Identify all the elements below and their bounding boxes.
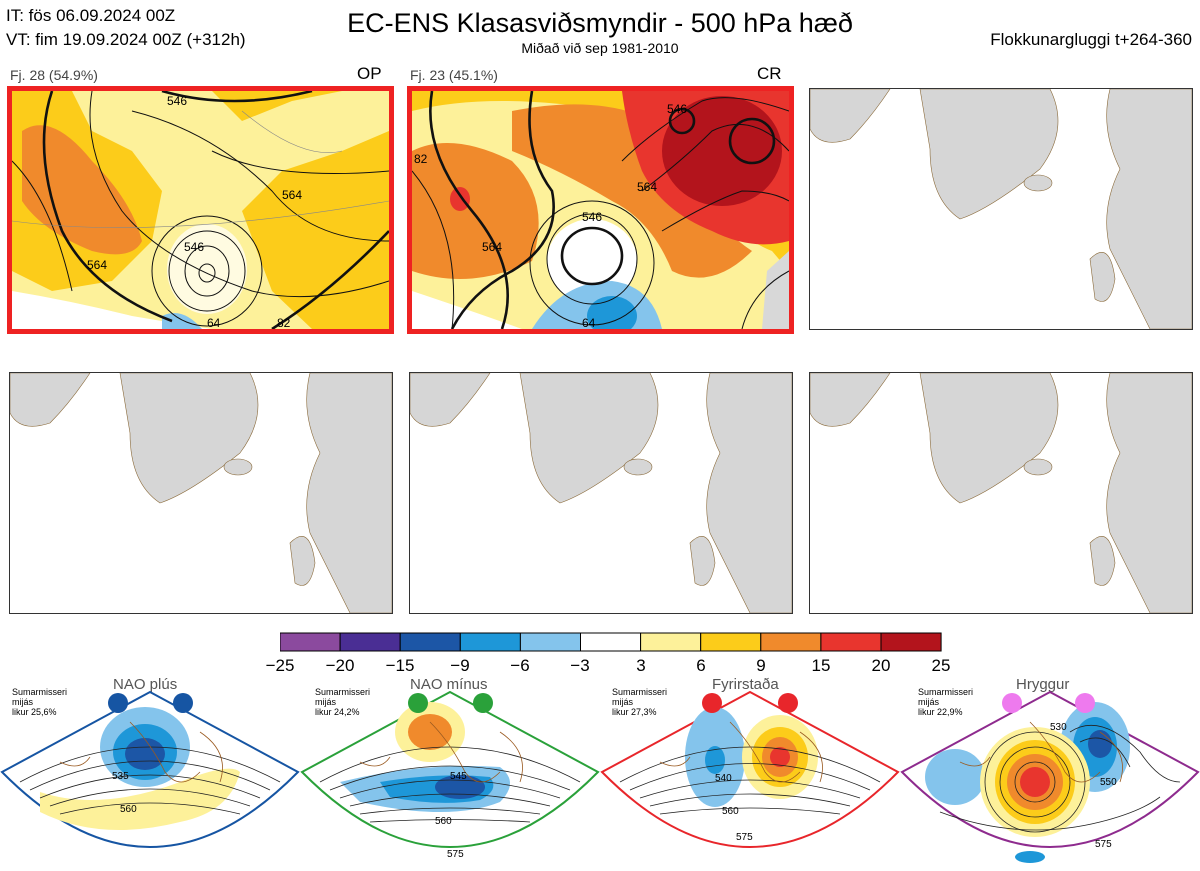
regime-2-title: NAO mínus [410,676,488,693]
regime-contour-label: 540 [715,773,732,784]
regime-3-title: Fyrirstaða [712,676,779,693]
colorbar-swatch [399,632,461,652]
regime-map-1: 535 560 [0,690,300,848]
panel-1-code: OP [357,64,382,83]
initial-time: IT: fös 06.09.2024 00Z [6,6,176,25]
colorbar-tick: 20 [871,656,891,675]
regime-map-3: 540 560 575 [600,690,900,848]
regime-contour-label: 560 [722,806,739,817]
empty-map-4 [10,373,392,613]
colorbar-swatch [519,632,581,652]
regime-season: Sumarmisseri [918,687,974,697]
colorbar-tick: 25 [931,656,951,675]
colorbar-tick: −25 [265,656,295,675]
cluster-panel-5[interactable] [409,372,793,614]
regime-1-title: NAO plús [113,676,178,693]
cluster-map-2: 546 546 564 564 82 64 [412,91,789,329]
colorbar-tick: −9 [450,656,470,675]
classification-window: Flokkunargluggi t+264-360 [990,30,1192,49]
header-info: IT: fös 06.09.2024 00Z VT: fim 19.09.202… [6,4,246,52]
cluster-panel-1[interactable]: 546 564 546 564 82 64 [7,86,394,334]
regime-contour-label: 575 [736,832,753,843]
contour-label: 82 [277,316,291,329]
regime-4-info: Sumarmisseri mijás likur 22,9% [918,687,973,717]
colorbar-tick: −6 [510,656,530,675]
colorbar-swatch [459,632,521,652]
cluster-panel-4[interactable] [9,372,393,614]
contour-label: 564 [87,258,107,272]
colorbar-swatch [760,632,822,652]
contour-label: 564 [282,188,302,202]
empty-map-6 [810,373,1192,613]
regime-label: mijás [12,697,34,707]
colorbar-tick: 15 [811,656,831,675]
valid-time: VT: fim 19.09.2024 00Z (+312h) [6,30,246,49]
colorbar-swatch [580,632,642,652]
contour-label: 546 [184,240,204,254]
regime-label: mijás [612,697,634,707]
regime-1-info: Sumarmisseri mijás likur 25,6% [12,687,67,717]
colorbar-swatch [279,632,341,652]
colorbar-tick: −15 [385,656,415,675]
empty-map-3 [810,89,1192,329]
contour-label: 546 [167,94,187,108]
contour-label: 64 [207,316,221,329]
colorbar-swatches [279,632,942,652]
contour-label: 82 [414,152,428,166]
colorbar-tick: −3 [570,656,590,675]
regime-map-4: 530 550 575 [900,690,1200,863]
regime-contour-label: 530 [1050,722,1067,733]
panel-2-label: Fj. 23 (45.1%) [410,67,498,83]
page-subtitle: Miðað við sep 1981-2010 [521,40,679,56]
regime-label: mijás [918,697,940,707]
cluster-panel-6[interactable] [809,372,1193,614]
regime-contour-label: 575 [1095,839,1112,850]
colorbar-tick: 6 [696,656,706,675]
colorbar-swatch [700,632,762,652]
regime-season: Sumarmisseri [315,687,371,697]
colorbar-swatch [880,632,942,652]
cluster-map-1: 546 564 546 564 82 64 [12,91,389,329]
regime-season: Sumarmisseri [612,687,668,697]
cluster-panel-2[interactable]: 546 546 564 564 82 64 [407,86,794,334]
contour-label: 64 [582,316,596,329]
panel-2-code: CR [757,64,782,83]
empty-map-5 [410,373,792,613]
colorbar-swatch [820,632,882,652]
regime-prob: likur 22,9% [918,707,963,717]
regime-contour-label: 545 [450,771,467,782]
regime-prob: likur 24,2% [315,707,360,717]
panel-1-label: Fj. 28 (54.9%) [10,67,98,83]
regime-2-info: Sumarmisseri mijás likur 24,2% [315,687,370,717]
cluster-panel-3[interactable] [809,88,1193,330]
regime-contour-label: 575 [447,849,464,860]
regime-contour-label: 560 [120,804,137,815]
contour-label: 546 [582,210,602,224]
colorbar [279,632,942,657]
page-title: EC-ENS Klasasviðsmyndir - 500 hPa hæð [347,8,853,38]
regime-contour-label: 535 [112,771,129,782]
regime-3-info: Sumarmisseri mijás likur 27,3% [612,687,667,717]
regime-contour-label: 560 [435,816,452,827]
regime-map-2: 545 560 575 [300,690,600,860]
regime-4-title: Hryggur [1016,676,1070,693]
contour-label: 546 [667,102,687,116]
regime-contour-label: 550 [1100,777,1117,788]
colorbar-tick: 9 [756,656,766,675]
regime-prob: likur 25,6% [12,707,57,717]
colorbar-swatch [339,632,401,652]
regime-label: mijás [315,697,337,707]
regime-prob: likur 27,3% [612,707,657,717]
regime-season: Sumarmisseri [12,687,68,697]
contour-label: 564 [482,240,502,254]
colorbar-tick: 3 [636,656,646,675]
contour-label: 564 [637,180,657,194]
colorbar-tick: −20 [325,656,355,675]
colorbar-swatch [640,632,702,652]
